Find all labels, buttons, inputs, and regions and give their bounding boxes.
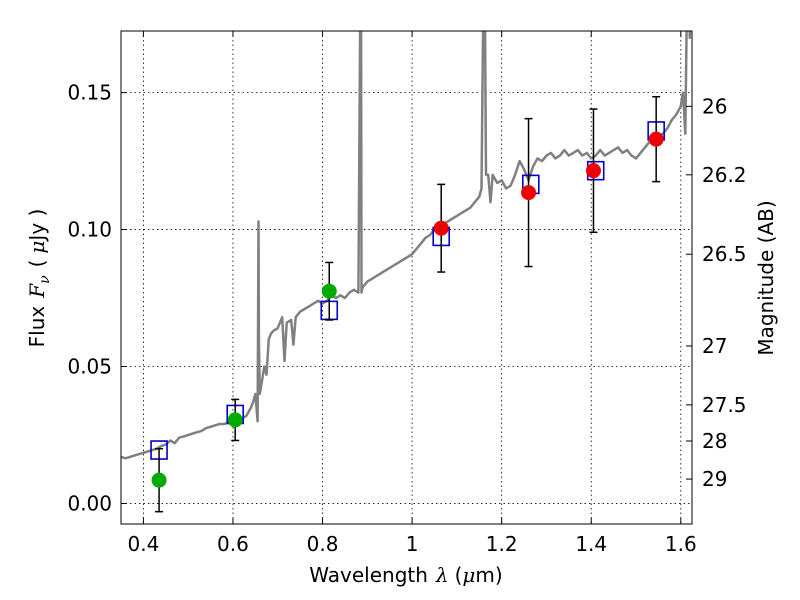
x-tick-label: 0.4	[127, 532, 159, 556]
x-axis-title: Wavelength λ (μm)	[309, 563, 502, 587]
right-axis-title: Magnitude (AB)	[754, 200, 778, 355]
x-tick-label: 1	[406, 532, 419, 556]
right-tick-label: 26.5	[702, 242, 747, 266]
y-tick-label: 0.10	[67, 218, 112, 242]
nir-detection-point	[521, 185, 537, 201]
nir-detection-point	[585, 163, 601, 179]
optical-detection-point	[151, 472, 167, 488]
right-tick-label: 29	[702, 467, 727, 491]
nir-detection-point	[433, 220, 449, 236]
y-tick-label: 0.05	[67, 355, 112, 379]
ticks	[121, 31, 692, 524]
right-tick-label: 28	[702, 429, 727, 453]
tick-labels: 0.4 0.6 0.8 1 1.2 1.4 1.6 0.00 0.05 0.10 0.15 26 26.…	[67, 81, 746, 556]
x-tick-label: 0.8	[307, 532, 339, 556]
right-tick-label: 27.5	[702, 393, 747, 417]
optical-detection-point	[321, 283, 337, 299]
x-tick-label: 1.6	[665, 532, 697, 556]
y-tick-label: 0.15	[67, 81, 112, 105]
y-tick-label: 0.00	[67, 491, 112, 515]
detections-layer	[151, 131, 664, 488]
x-tick-label: 0.6	[217, 532, 249, 556]
plot-frame	[120, 30, 693, 525]
grid	[121, 31, 692, 524]
optical-detection-point	[227, 412, 243, 428]
y-axis-title: FluxFν(μJy )	[25, 209, 53, 348]
right-tick-label: 26.2	[702, 163, 747, 187]
right-tick-label: 26	[702, 94, 727, 118]
nir-detection-point	[648, 131, 664, 147]
right-tick-label: 27	[702, 334, 727, 358]
x-tick-label: 1.2	[486, 532, 518, 556]
x-tick-label: 1.4	[575, 532, 607, 556]
